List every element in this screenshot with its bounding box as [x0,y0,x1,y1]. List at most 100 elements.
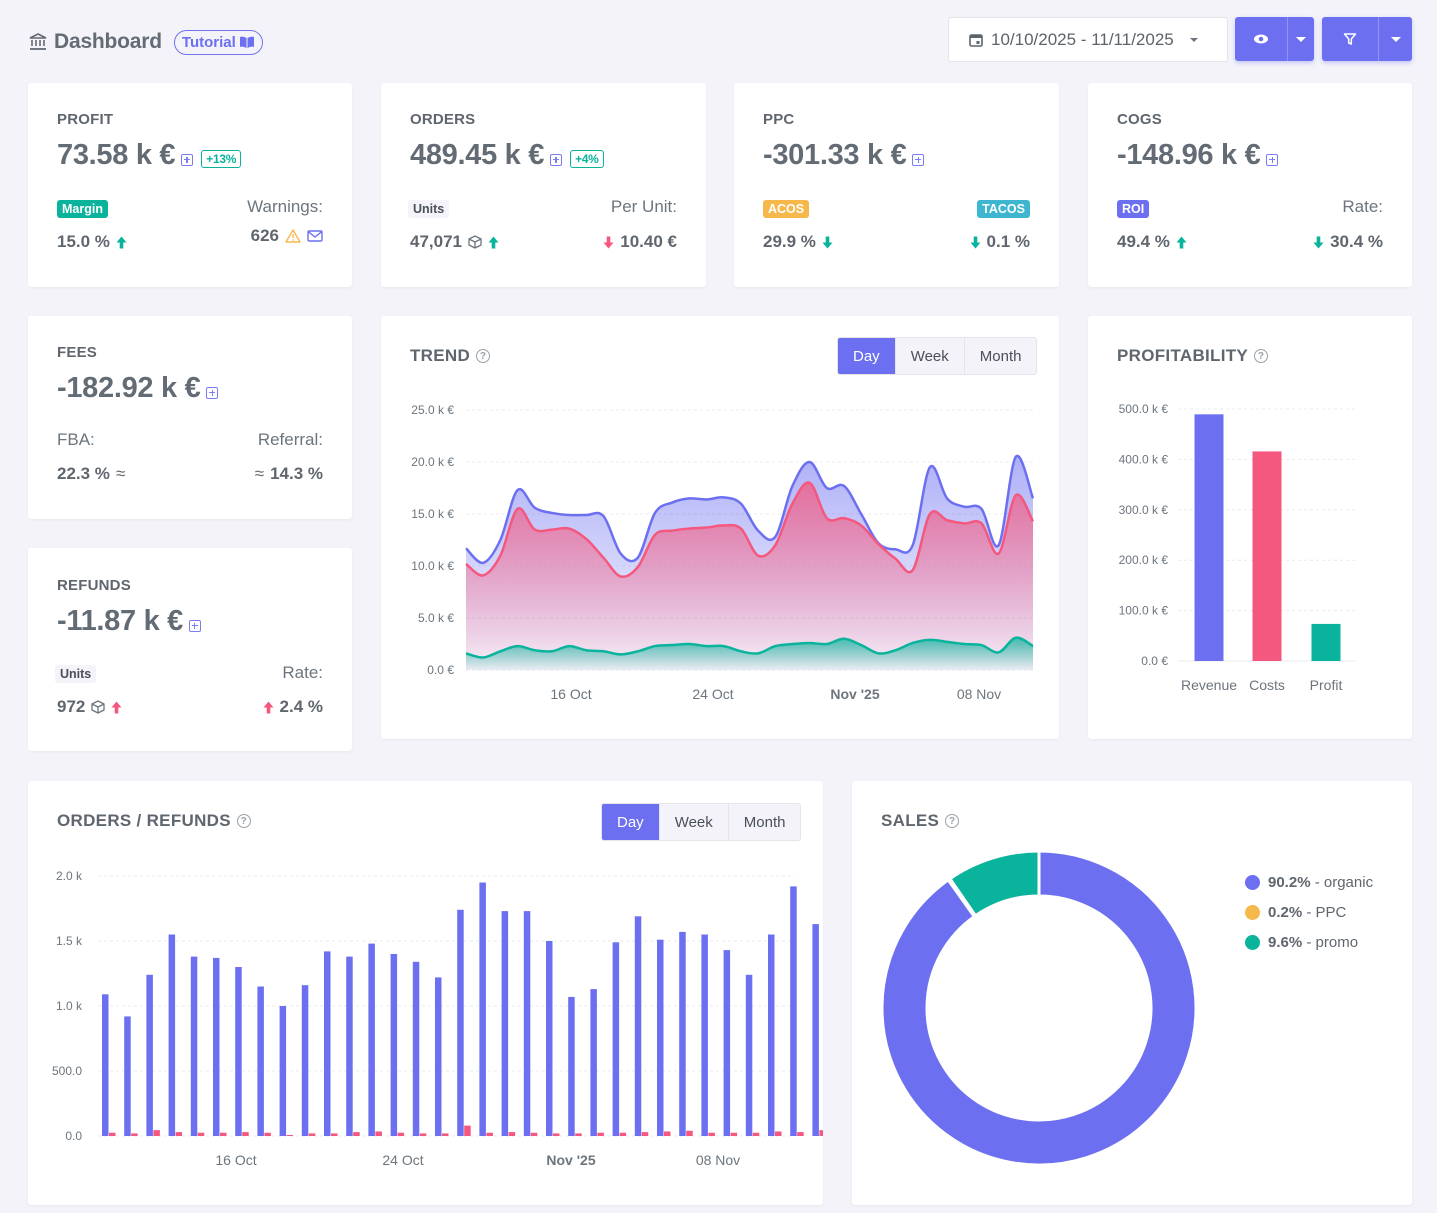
fees-card: FEES -182.92 k € FBA: 22.3 % ≈ Referral:… [28,316,352,519]
legend-item-organic[interactable]: 90.2% - organic [1245,874,1373,891]
card-label: PROFIT [57,111,114,128]
expand-icon[interactable] [181,153,194,166]
orders-bar [568,996,575,1136]
expand-icon[interactable] [912,153,925,166]
refunds-bar [486,1132,493,1136]
date-range-picker[interactable]: 10/10/2025 - 11/11/2025 [948,17,1228,62]
orders-bar [501,911,509,1136]
rate-label: Rate: [1342,197,1383,216]
filter-dropdown-toggle[interactable] [1378,17,1412,61]
acos-badge: ACOS [763,200,810,218]
refunds-bar [286,1135,294,1136]
expand-icon[interactable] [189,619,201,632]
orders-bar [457,909,464,1136]
expand-icon[interactable] [1266,153,1279,166]
refunds-bar [619,1132,627,1136]
refunds-bar [353,1132,360,1136]
refunds-bar [775,1131,782,1136]
card-value: -11.87 k € [57,605,183,637]
expand-icon[interactable] [550,153,563,166]
y-tick-label: 200.0 k € [1119,553,1169,567]
card-value: -301.33 k € [763,139,907,171]
card-title: SALES [881,811,940,830]
orders-bar [701,934,708,1136]
refunds-bar [508,1132,516,1136]
donut-slice [880,849,1198,1167]
rate-label: Rate: [282,663,323,682]
rate-stat: 30.4 % [1313,232,1383,252]
orders-bar [146,974,153,1136]
roi-badge: ROI [1117,200,1150,218]
orders-bar [546,941,553,1136]
margin-stat: 15.0 % [57,232,127,252]
trend-card: TREND ? Day Week Month 0.0 € 5.0 k € 10.0 … [381,316,1059,739]
referral-value: 14.3 % [270,464,323,483]
warnings-stat[interactable]: 626 [251,226,323,246]
help-icon[interactable]: ? [945,814,960,828]
card-label: PPC [763,111,795,128]
calendar-icon [969,33,983,47]
legend-item-promo[interactable]: 9.6% - promo [1245,934,1358,951]
x-tick-label: 16 Oct [215,1152,256,1168]
date-range-value: 10/10/2025 - 11/11/2025 [991,29,1174,49]
refunds-bar [464,1125,471,1136]
orders-bar [479,882,486,1136]
legend-dot [1245,875,1260,890]
filter-split-button[interactable] [1322,17,1412,61]
tab-day[interactable]: Day [602,804,659,840]
tab-month[interactable]: Month [727,804,801,840]
tacos-stat: 0.1 % [970,232,1030,252]
y-tick-label: 0.0 € [1141,654,1168,668]
tutorial-link[interactable]: Tutorial [173,29,263,55]
arrow-up-icon [116,236,127,249]
chevron-down-icon [1189,37,1198,42]
card-value: 489.45 k € [410,139,545,171]
card-label: ORDERS [410,111,476,128]
orders-bar [190,956,198,1136]
eye-button[interactable] [1235,17,1287,61]
orders-bar [235,967,242,1136]
orders-card: ORDERS 489.45 k € +4% Units 47,071 Per U… [381,83,706,287]
fba-stat: 22.3 % ≈ [57,464,125,484]
arrow-up-icon [111,701,122,714]
refunds-bar [752,1132,760,1136]
trend-title: TREND ? [410,346,491,366]
approx-icon: ≈ [115,464,126,483]
x-tick-label: 08 Nov [696,1152,740,1168]
orders-bar [390,954,398,1136]
y-tick-label: 5.0 k € [418,611,454,625]
expand-icon[interactable] [206,386,219,399]
orders-bar [412,961,420,1136]
units-stat: 47,071 [410,232,499,252]
arrow-down-icon [603,236,614,249]
refunds-value: -11.87 k € [57,605,201,638]
bar [1252,451,1282,661]
tab-week[interactable]: Week [658,804,728,840]
refunds-bar [242,1132,249,1136]
refunds-card: REFUNDS -11.87 k € Units 972 Rate: 2.4 % [28,548,352,751]
tab-week[interactable]: Week [894,338,964,374]
x-tick-label: Revenue [1181,677,1237,693]
margin-value: 15.0 % [57,232,110,251]
filter-button[interactable] [1322,17,1378,61]
tab-month[interactable]: Month [963,338,1037,374]
view-dropdown-toggle[interactable] [1287,17,1314,61]
orders-bar [102,994,109,1136]
donut-slice [947,849,1041,918]
mail-icon[interactable] [307,230,323,242]
tab-day[interactable]: Day [838,338,895,374]
help-icon[interactable]: ? [1254,349,1269,363]
y-tick-label: 2.0 k [56,869,83,883]
referral-label: Referral: [257,430,323,449]
help-icon[interactable]: ? [476,349,491,363]
legend-item-ppc[interactable]: 0.2% - PPC [1245,904,1346,921]
refunds-bar [641,1132,649,1136]
refunds-bar [109,1132,116,1136]
margin-badge: Margin [57,200,108,218]
orders-bar [657,939,664,1136]
help-icon[interactable]: ? [236,814,251,828]
card-label: FEES [57,344,97,361]
view-split-button[interactable] [1235,17,1314,61]
card-value: -182.92 k € [57,372,201,404]
arrow-up-icon [263,701,274,714]
